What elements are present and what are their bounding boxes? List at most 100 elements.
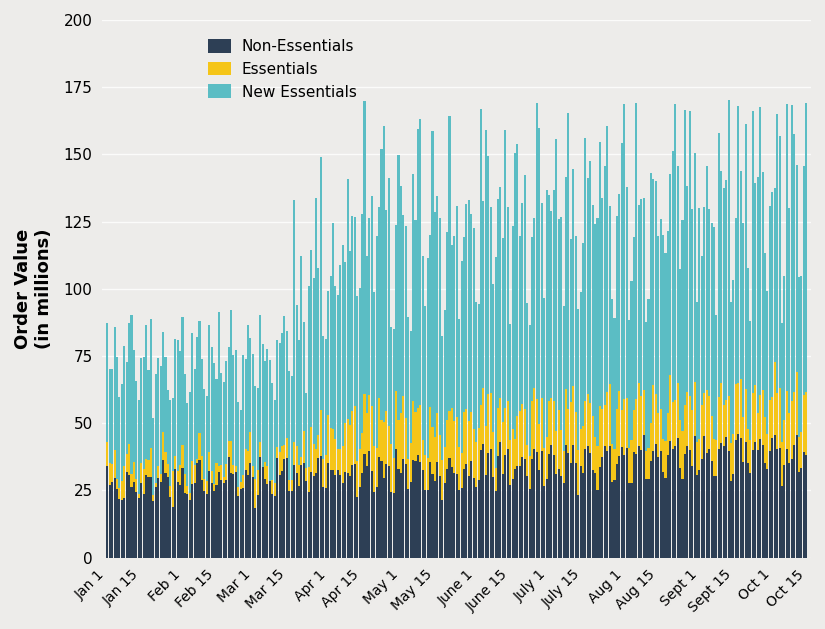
Bar: [735, 384, 737, 440]
Bar: [334, 439, 337, 476]
Bar: [681, 220, 683, 431]
Bar: [599, 142, 601, 406]
Bar: [660, 219, 662, 409]
Bar: [655, 394, 657, 444]
Bar: [497, 199, 499, 408]
Bar: [346, 473, 349, 557]
Bar: [405, 418, 407, 464]
Bar: [620, 143, 623, 409]
Bar: [205, 396, 208, 481]
Bar: [725, 181, 727, 400]
Bar: [803, 395, 805, 452]
Bar: [225, 361, 227, 464]
Bar: [504, 455, 507, 557]
Bar: [458, 447, 460, 489]
Bar: [744, 442, 747, 557]
Bar: [611, 299, 613, 444]
Bar: [370, 406, 373, 471]
Bar: [293, 200, 295, 442]
Bar: [349, 251, 351, 425]
Bar: [295, 446, 298, 473]
Bar: [409, 443, 412, 482]
Bar: [308, 467, 309, 493]
Bar: [249, 432, 252, 463]
Bar: [535, 452, 538, 557]
Bar: [749, 321, 752, 440]
Bar: [526, 445, 528, 476]
Bar: [390, 492, 392, 557]
Bar: [398, 420, 399, 469]
Bar: [143, 469, 144, 494]
Bar: [638, 446, 640, 557]
Bar: [630, 440, 633, 482]
Bar: [318, 458, 319, 557]
Bar: [662, 235, 664, 439]
Bar: [128, 323, 130, 444]
Bar: [184, 374, 186, 474]
Bar: [155, 374, 157, 483]
Bar: [264, 479, 266, 557]
Bar: [575, 463, 577, 557]
Bar: [191, 484, 193, 557]
Bar: [733, 281, 734, 434]
Bar: [106, 323, 108, 442]
Bar: [575, 236, 577, 412]
Bar: [614, 449, 615, 481]
Bar: [713, 438, 715, 476]
Bar: [182, 445, 183, 468]
Bar: [414, 411, 417, 461]
Bar: [689, 111, 691, 396]
Bar: [793, 445, 795, 557]
Bar: [228, 347, 229, 441]
Bar: [257, 388, 259, 470]
Bar: [490, 449, 492, 557]
Bar: [153, 494, 154, 501]
Bar: [494, 491, 497, 557]
Bar: [715, 476, 718, 557]
Bar: [361, 433, 363, 473]
Bar: [123, 346, 125, 465]
Bar: [393, 329, 394, 459]
Bar: [535, 399, 538, 452]
Bar: [264, 360, 266, 462]
Bar: [400, 473, 402, 557]
Bar: [158, 478, 159, 557]
Bar: [635, 103, 638, 399]
Bar: [290, 481, 293, 491]
Bar: [606, 126, 608, 392]
Bar: [441, 336, 443, 460]
Bar: [640, 450, 642, 557]
Bar: [215, 462, 218, 485]
Bar: [558, 220, 559, 410]
Bar: [793, 392, 795, 445]
Bar: [805, 392, 808, 455]
Bar: [596, 490, 599, 557]
Bar: [252, 477, 254, 557]
Bar: [781, 442, 783, 486]
Bar: [696, 303, 698, 442]
Bar: [159, 366, 162, 474]
Bar: [419, 405, 422, 462]
Bar: [521, 457, 523, 557]
Bar: [628, 448, 630, 482]
Bar: [774, 435, 775, 557]
Bar: [266, 465, 268, 484]
Bar: [225, 464, 227, 481]
Bar: [238, 487, 239, 496]
Bar: [298, 340, 300, 465]
Bar: [669, 174, 672, 375]
Bar: [351, 465, 353, 557]
Bar: [327, 415, 329, 463]
Bar: [370, 471, 373, 557]
Bar: [805, 455, 808, 557]
Bar: [408, 489, 409, 557]
Bar: [315, 473, 317, 557]
Bar: [184, 474, 186, 493]
Bar: [200, 456, 203, 480]
Bar: [725, 437, 727, 557]
Bar: [468, 199, 470, 421]
Bar: [368, 451, 370, 557]
Bar: [172, 506, 174, 557]
Bar: [619, 194, 620, 391]
Bar: [274, 482, 276, 496]
